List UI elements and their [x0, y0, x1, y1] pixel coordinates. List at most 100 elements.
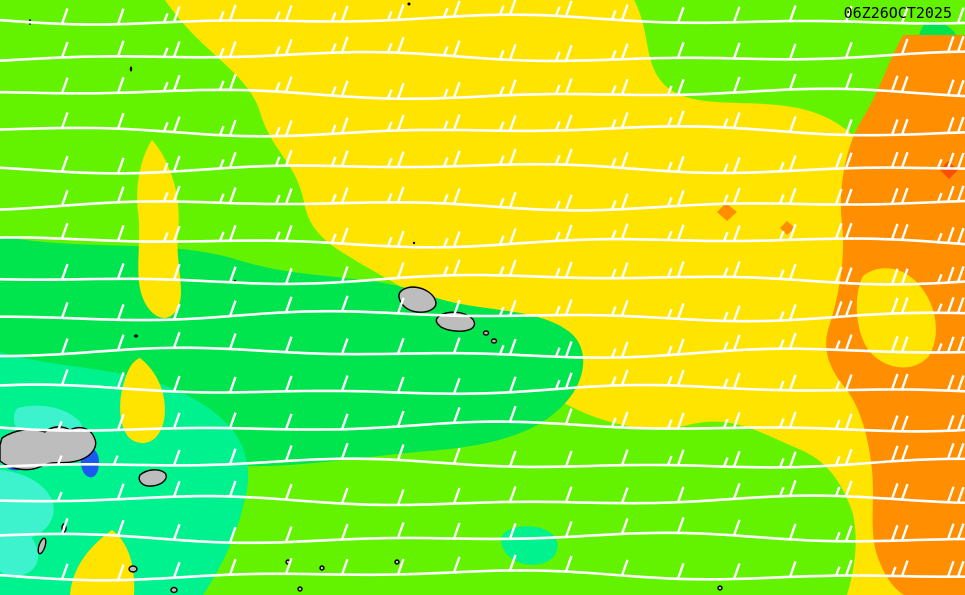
wind-barb-tick — [844, 42, 853, 59]
wind-barb-tick — [890, 373, 899, 390]
wind-barb-tick — [946, 79, 955, 96]
wind-barb-tick — [666, 85, 673, 96]
wind-barb-tick — [564, 408, 573, 425]
wind-barb-staff — [0, 87, 965, 101]
wind-barb-tick — [890, 151, 899, 169]
wind-barb-tick — [508, 405, 517, 423]
wind-barb-tick — [900, 336, 909, 353]
wind-barb-tick — [788, 223, 797, 241]
wind-barb-tick — [396, 230, 405, 248]
wind-barb-tick — [386, 10, 393, 21]
wind-barb-tick — [564, 224, 573, 241]
wind-barb-tick — [498, 121, 505, 132]
wind-barb-tick — [554, 379, 561, 390]
wind-barb-tick — [946, 226, 955, 244]
wind-barb-tick — [610, 306, 617, 316]
wind-barb-tick — [676, 41, 685, 59]
islet — [128, 565, 138, 573]
wind-barb-tick — [956, 523, 965, 540]
wind-barb-tick — [228, 300, 237, 317]
wind-barb-tick — [788, 43, 797, 60]
wind-barb-tick — [284, 483, 293, 500]
wind-barb-tick — [330, 12, 337, 22]
wind-barb-tick — [676, 369, 685, 387]
wind-barb-tick — [452, 188, 461, 205]
islet — [482, 330, 490, 336]
wind-barb-tick — [228, 224, 237, 242]
wind-barb-tick — [396, 522, 405, 539]
wind-barb-tick — [452, 0, 461, 17]
wind-barb-tick — [900, 483, 909, 501]
wind-barb-tick — [386, 42, 393, 53]
wind-barb-tick — [554, 121, 561, 131]
wind-barb-tick — [564, 299, 573, 316]
wind-barb-tick — [228, 187, 237, 204]
wind-barb-tick — [172, 155, 181, 172]
wind-barb-tick — [284, 445, 293, 462]
wind-barb-tick — [284, 268, 293, 285]
wind-barb-tick — [956, 442, 965, 460]
wind-barb-tick — [172, 6, 181, 23]
wind-barb-tick — [386, 121, 393, 132]
wind-barb-tick — [834, 152, 843, 170]
wind-barb-tick — [228, 41, 237, 58]
wind-barb-tick — [60, 112, 69, 129]
wind-barb-tick — [508, 522, 517, 540]
wind-barb-tick — [946, 152, 955, 169]
wind-barb-tick — [732, 225, 741, 242]
wind-barb-tick — [452, 81, 461, 99]
wind-barb-tick — [228, 526, 237, 544]
wind-barb-tick — [508, 554, 517, 571]
wind-barb-tick — [274, 45, 281, 56]
wind-barb-tick — [172, 225, 181, 243]
wind-barb-tick — [956, 152, 965, 169]
wind-barb-tick — [162, 81, 169, 92]
wind-barb-tick — [620, 193, 629, 210]
wind-barb-tick — [340, 36, 349, 53]
wind-barb-tick — [834, 222, 843, 240]
wind-barb-tick — [228, 448, 237, 465]
wind-barb-tick — [452, 259, 461, 276]
island-small-1 — [138, 469, 167, 487]
region-yellow-left-finger — [137, 140, 181, 318]
wind-barb-staff — [0, 124, 965, 138]
wind-barb-tick — [508, 259, 517, 277]
wind-barb-tick — [732, 76, 741, 93]
wind-barb-tick — [620, 151, 629, 169]
wind-barb-tick — [844, 300, 853, 317]
wind-barb-tick — [844, 73, 853, 90]
wind-barb-tick — [396, 410, 405, 427]
wind-barb-tick — [284, 188, 293, 205]
wind-barb-tick — [676, 516, 685, 534]
wind-barb-tick — [564, 450, 573, 467]
wind-barb-tick — [956, 375, 965, 392]
wind-barb-tick — [498, 265, 505, 276]
wind-barb-tick — [620, 411, 629, 428]
wind-barb-tick — [498, 5, 505, 16]
wind-barb-tick — [722, 117, 729, 128]
region-yellow-main — [165, 0, 965, 595]
wind-barb-tick — [228, 412, 237, 429]
wind-barb-tick — [778, 380, 785, 391]
wind-barb-tick — [284, 38, 293, 56]
wind-barb-tick — [620, 223, 629, 240]
wind-barb-tick — [676, 412, 685, 430]
islet — [490, 338, 498, 344]
wind-barb-tick — [676, 261, 685, 278]
wind-barb-tick — [936, 158, 943, 169]
wind-barb-tick — [610, 229, 617, 240]
wind-barb-tick — [936, 303, 943, 314]
wind-barb-tick — [508, 79, 517, 96]
wind-barb-tick — [666, 197, 673, 207]
wind-barb-tick — [56, 491, 63, 502]
wind-barb-tick — [498, 197, 505, 208]
wind-barb-tick — [228, 73, 237, 91]
wind-barb-tick — [396, 36, 405, 54]
wind-barb-tick — [890, 566, 897, 577]
wind-barb-staff — [0, 273, 965, 286]
wind-barb-tick — [116, 186, 125, 203]
wind-barb-tick — [116, 157, 125, 174]
wind-barb-tick — [732, 187, 741, 204]
region-aqua-3 — [0, 515, 39, 576]
wind-barb-tick — [890, 223, 899, 240]
